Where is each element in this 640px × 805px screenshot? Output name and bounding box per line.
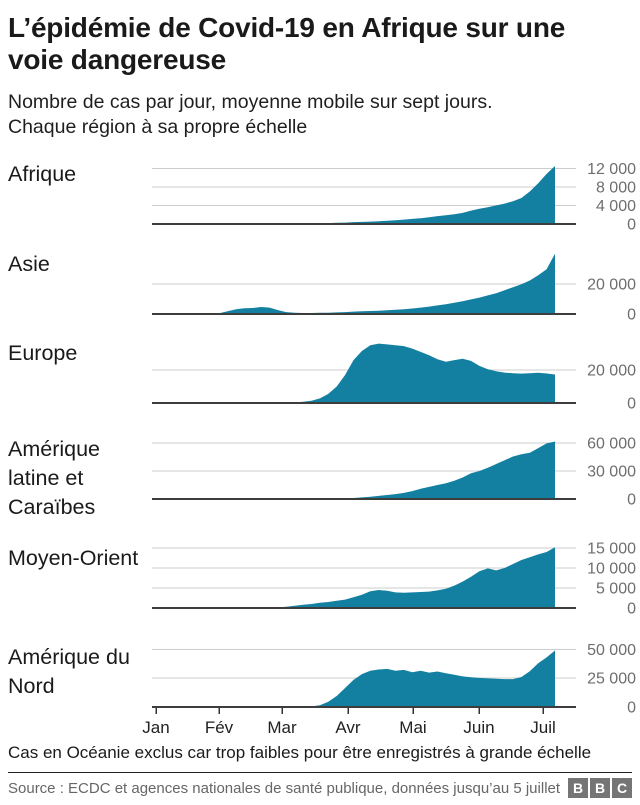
plot-amerique-latine-et-caraibes: 60 000 30 000 0 [152,433,636,523]
region-label-europe: Europe [8,340,78,365]
amerique-latine-et-caraibes-area-chart: 60 000 30 000 0 [152,435,636,508]
plot-amerique-du-nord: 50 000 25 000 0 Jan Fév Mar Avr Mai Juin Juil [142,641,636,739]
svg-text:50 000: 50 000 [587,642,636,659]
svg-text:0: 0 [627,216,636,233]
area-series [152,165,555,224]
footer-divider [8,772,632,774]
y-tick-labels: 60 000 30 000 0 [587,435,636,508]
y-tick-labels: 50 000 25 000 0 [587,642,636,717]
source-row: Source : ECDC et agences nationales de s… [8,773,632,805]
svg-text:20 000: 20 000 [587,276,636,293]
svg-text:30 000: 30 000 [587,463,636,480]
plot-moyen-orient: 15 000 10 000 5 000 0 [152,541,636,620]
chart-row-moyen-orient: Moyen-Orient 15 000 10 000 5 000 0 [8,541,636,620]
svg-text:0: 0 [627,491,636,508]
svg-text:0: 0 [627,700,636,717]
europe-area-chart: 20 000 0 [152,343,636,412]
svg-text:Juin: Juin [463,718,494,737]
chart-row-asie: Asie 20 000 0 [8,248,636,326]
y-tick-labels: 20 000 0 [587,362,636,412]
moyen-orient-area-chart: 15 000 10 000 5 000 0 [152,541,636,618]
area-series [152,253,555,314]
exclusion-note: Cas en Océanie exclus car trop faibles p… [8,743,592,763]
svg-text:0: 0 [627,395,636,412]
svg-text:60 000: 60 000 [587,435,636,452]
svg-text:10 000: 10 000 [587,561,636,578]
svg-text:15 000: 15 000 [587,541,636,558]
chart-row-europe: Europe 20 000 0 [8,337,636,415]
asie-area-chart: 20 000 0 [152,253,636,323]
svg-text:Mai: Mai [399,718,426,737]
svg-text:Fév: Fév [205,718,234,737]
svg-text:Jan: Jan [142,718,169,737]
chart-row-afrique: Afrique 12 000 8 000 4 000 0 [8,158,636,236]
region-label-amerique-latine-et-caraibes: Amérique latine et Caraïbes [8,436,101,519]
amerique-du-nord-area-chart: 50 000 25 000 0 Jan Fév Mar Avr Mai Juin Juil [142,642,636,737]
svg-text:4 000: 4 000 [596,197,636,214]
chart-row-amerique-latine-et-caraibes: Amérique latine et Caraïbes 60 000 30 000 0 [8,433,636,523]
svg-text:20 000: 20 000 [587,362,636,379]
svg-text:0: 0 [627,601,636,618]
svg-text:Mar: Mar [267,718,297,737]
area-series [152,547,555,609]
plot-afrique: 12 000 8 000 4 000 0 [152,158,636,236]
x-tick-labels: Jan Fév Mar Avr Mai Juin Juil [142,718,555,737]
gridlines [152,167,576,206]
chart-row-amerique-du-nord: Amérique du Nord 50 000 25 000 0 Jan Fév Mar Av… [8,641,636,739]
svg-text:0: 0 [627,306,636,323]
small-multiples-area: Afrique 12 000 8 000 4 000 0 Asie 20 000 0 Europ… [8,158,636,740]
page-title: L’épidémie de Covid-19 en Afrique sur un… [8,12,566,76]
chart-subtitle: Nombre de cas par jour, moyenne mobile s… [8,90,632,139]
region-label-asie: Asie [8,251,50,276]
region-label-amerique-du-nord: Amérique du Nord [8,645,130,699]
svg-text:Avr: Avr [335,718,361,737]
area-series [152,343,555,403]
plot-asie: 20 000 0 [152,248,636,326]
svg-text:5 000: 5 000 [596,581,636,598]
y-tick-labels: 15 000 10 000 5 000 0 [587,541,636,618]
area-series [152,650,555,708]
subtitle-line-2: Chaque région à sa propre échelle [8,115,308,138]
svg-text:25 000: 25 000 [587,671,636,688]
svg-text:12 000: 12 000 [587,160,636,177]
region-label-afrique: Afrique [8,161,77,186]
bbc-logo-block-2: B [590,778,610,799]
bbc-logo-block-3: C [612,778,632,799]
plot-europe: 20 000 0 [152,337,636,415]
svg-text:8 000: 8 000 [596,179,636,196]
x-tick-marks [155,708,544,715]
region-label-moyen-orient: Moyen-Orient [8,546,139,571]
svg-text:Juil: Juil [530,718,556,737]
subtitle-line-1: Nombre de cas par jour, moyenne mobile s… [8,91,493,114]
y-tick-labels: 20 000 0 [587,276,636,323]
source-text: Source : ECDC et agences nationales de s… [8,779,561,797]
area-series [152,441,555,499]
bbc-logo-block-1: B [568,778,588,799]
